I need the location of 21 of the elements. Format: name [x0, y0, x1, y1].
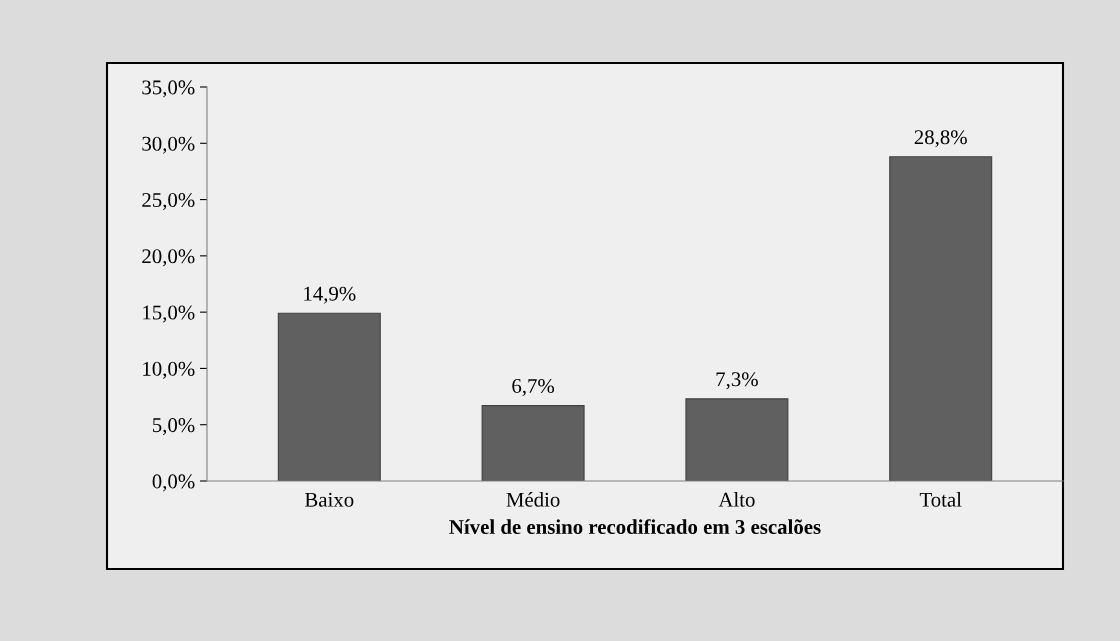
bar	[685, 398, 789, 481]
y-tick-label: 10,0%	[143, 361, 195, 379]
bar	[277, 312, 381, 481]
y-tick-label: 25,0%	[142, 192, 195, 210]
data-label: 28,8%	[914, 130, 967, 148]
y-tick-label: 0,0%	[152, 474, 195, 492]
y-tick-label: 35,0%	[142, 80, 195, 98]
data-label: 14,9%	[304, 286, 356, 304]
x-tick-label: Baixo	[305, 492, 354, 507]
bar	[889, 156, 993, 481]
x-axis-title: Nível de ensino recodificado em 3 escalões	[449, 519, 821, 534]
y-tick-label: 5,0%	[153, 418, 195, 436]
data-label: 6,7%	[512, 378, 555, 397]
y-tick-label: 15,0%	[143, 305, 195, 323]
x-tick-label: Alto	[718, 492, 755, 507]
y-tick-label: 20,0%	[142, 249, 195, 267]
y-tick-label: 30,0%	[142, 136, 195, 154]
x-tick-label: Total	[919, 492, 962, 507]
data-label: 7,3%	[716, 372, 758, 390]
x-tick-label: Médio	[506, 492, 560, 507]
bar	[481, 405, 585, 481]
